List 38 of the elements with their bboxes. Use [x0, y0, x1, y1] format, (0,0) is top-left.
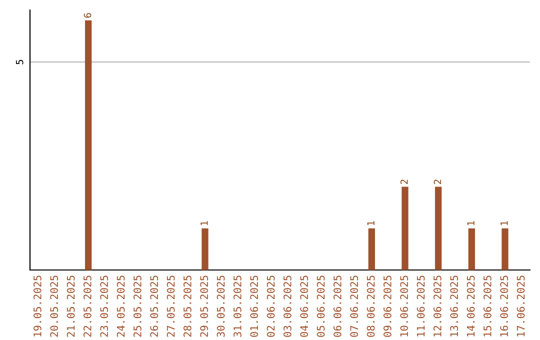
x-tick-label: 04.06.2025	[300, 276, 308, 337]
x-tick-label: 26.05.2025	[150, 276, 158, 337]
x-tick-label: 11.06.2025	[416, 276, 425, 336]
x-tick-label: 24.05.2025	[116, 276, 125, 337]
x-tick-label: 06.06.2025	[334, 276, 342, 337]
x-tick-label: 12.06.2025	[434, 276, 442, 336]
x-tick-label: 29.05.2025	[200, 276, 208, 337]
y-tick-label: 5	[16, 60, 24, 64]
x-tick-label: 09.06.2025	[384, 276, 392, 337]
x-tick-label: 10.06.2025	[400, 276, 408, 336]
data-label: 1	[367, 221, 374, 226]
x-tick-label: 16.06.2025	[500, 276, 508, 336]
x-tick-label: 22.05.2025	[84, 276, 92, 337]
x-tick-label: 25.05.2025	[134, 276, 142, 337]
x-tick-label: 21.05.2025	[66, 276, 75, 337]
x-tick-label: 08.06.2025	[366, 276, 375, 337]
x-tick-label: 19.05.2025	[34, 276, 42, 336]
x-tick-label: 05.06.2025	[316, 276, 325, 337]
data-label: 1	[200, 221, 208, 226]
x-tick-label: 03.06.2025	[284, 276, 292, 337]
x-tick-label: 02.06.2025	[266, 276, 275, 337]
x-tick-label: 15.06.2025	[484, 276, 492, 336]
data-label: 6	[84, 13, 92, 18]
data-label: 2	[400, 180, 408, 184]
x-tick-label: 30.05.2025	[216, 276, 225, 337]
x-tick-label: 14.06.2025	[466, 276, 475, 336]
x-tick-label: 31.05.2025	[234, 276, 242, 337]
x-tick-label: 23.05.2025	[100, 276, 108, 337]
x-tick-label: 17.06.2025	[516, 276, 525, 336]
x-tick-label: 13.06.2025	[450, 276, 458, 336]
data-label: 2	[434, 180, 442, 184]
x-tick-label: 07.06.2025	[350, 276, 358, 337]
x-tick-label: 20.05.2025	[50, 276, 58, 337]
x-tick-label: 01.06.2025	[250, 276, 258, 337]
x-tick-label: 28.05.2025	[184, 276, 192, 337]
data-label: 1	[467, 221, 474, 226]
data-label: 1	[500, 221, 508, 226]
x-tick-label: 27.05.2025	[166, 276, 175, 337]
